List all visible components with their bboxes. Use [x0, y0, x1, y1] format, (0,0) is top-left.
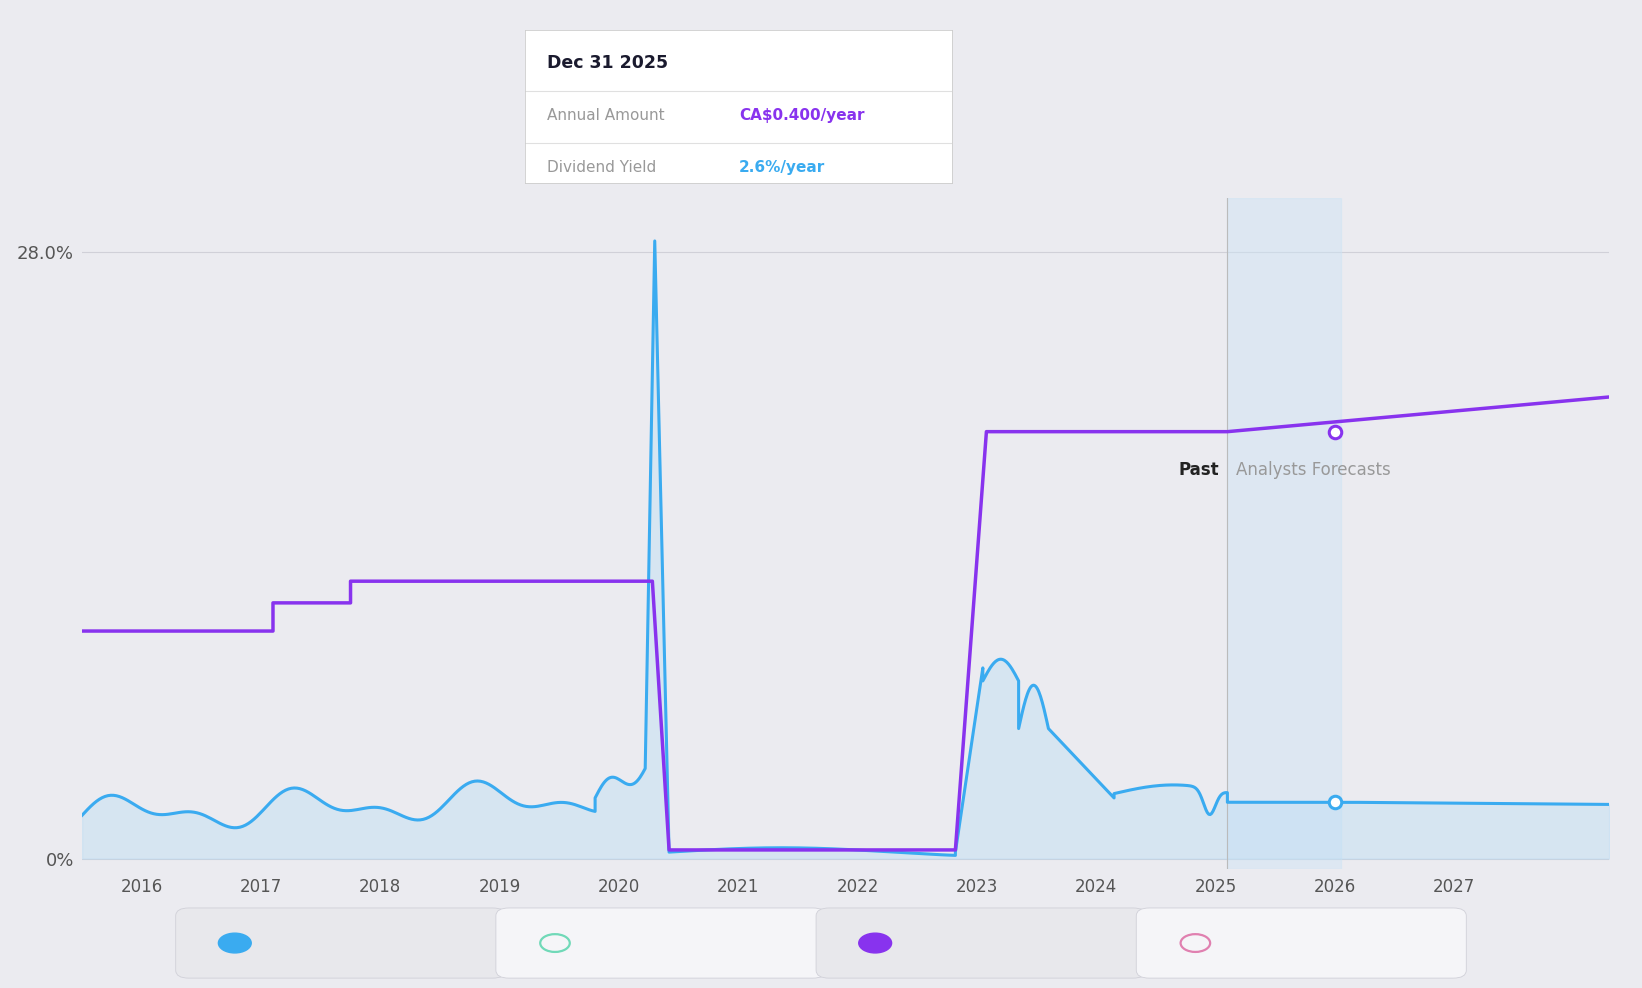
Text: CA$0.400/year: CA$0.400/year: [739, 108, 864, 123]
Text: Analysts Forecasts: Analysts Forecasts: [1236, 460, 1391, 478]
Text: Dec 31 2025: Dec 31 2025: [547, 54, 668, 72]
Text: Past: Past: [1179, 460, 1218, 478]
Text: Annual Amount: Annual Amount: [908, 934, 1053, 952]
Text: Annual Amount: Annual Amount: [547, 108, 665, 123]
Bar: [1227, 198, 1342, 869]
Text: Earnings Per Share: Earnings Per Share: [1228, 934, 1386, 952]
Text: 2.6%/year: 2.6%/year: [739, 160, 826, 175]
Text: Dividend Yield: Dividend Yield: [547, 160, 657, 175]
Text: Dividend Yield: Dividend Yield: [268, 934, 402, 952]
Text: Dividend Payments: Dividend Payments: [588, 934, 749, 952]
